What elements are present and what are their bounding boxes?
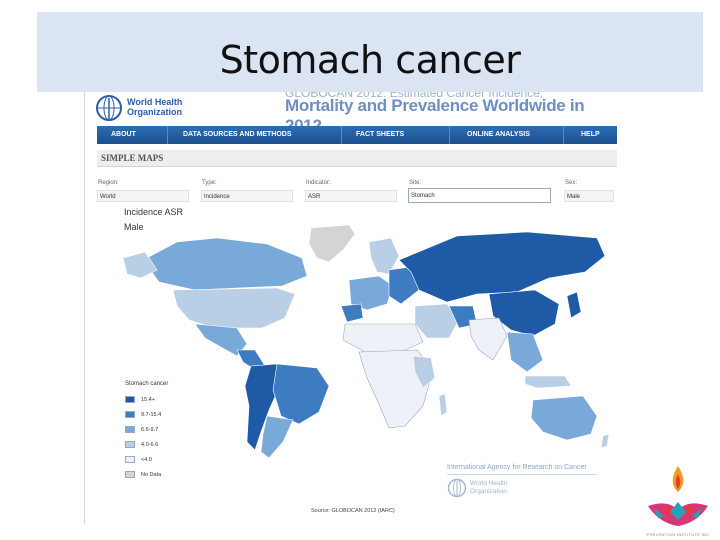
legend-item: 4.0-6.6 xyxy=(125,440,158,449)
section-header: SIMPLE MAPS xyxy=(97,150,617,167)
map-region-southeast-asia[interactable] xyxy=(506,331,544,373)
who-footer-line1: World Health xyxy=(470,480,508,487)
legend-item: 9.7-15.4 xyxy=(125,410,161,419)
legend-item: 15.4+ xyxy=(125,395,155,404)
brand-tagline: PREVENTION INSTITUTE INC xyxy=(646,532,710,537)
map-region-indonesia[interactable] xyxy=(524,375,572,389)
iarc-name: International Agency for Research on Can… xyxy=(447,464,587,471)
nav-divider xyxy=(563,126,564,144)
map-region-north-africa[interactable] xyxy=(342,323,424,353)
divider xyxy=(447,474,597,475)
indicator-label: Indicator: xyxy=(306,180,331,186)
who-name-line2: Organization xyxy=(127,107,183,117)
slide-title: Stomach cancer xyxy=(219,38,521,82)
region-label: Region: xyxy=(98,180,119,186)
legend-label: 9.7-15.4 xyxy=(141,411,162,418)
legend-item: No Data xyxy=(125,470,161,479)
legend-item: <4.0 xyxy=(125,455,152,464)
legend-swatch xyxy=(125,411,135,418)
nav-fact-sheets[interactable]: FACT SHEETS xyxy=(356,131,405,138)
type-label: Type: xyxy=(202,180,217,186)
map-region-canada[interactable] xyxy=(142,237,308,291)
nav-about[interactable]: ABOUT xyxy=(111,131,136,138)
world-choropleth-map xyxy=(122,224,610,459)
embedded-screenshot: World Health Organization GLOBOCAN 2012:… xyxy=(84,92,617,524)
nav-divider xyxy=(449,126,450,144)
legend-label: 6.6-9.7 xyxy=(141,426,159,433)
nav-divider xyxy=(167,126,168,144)
map-region-alaska[interactable] xyxy=(122,251,158,279)
nav-data-sources[interactable]: DATA SOURCES AND METHODS xyxy=(183,131,292,138)
who-org-name: World Health Organization xyxy=(127,97,182,117)
legend-swatch xyxy=(125,396,135,403)
map-region-south-asia[interactable] xyxy=(468,317,508,361)
region-select[interactable]: World xyxy=(97,190,189,202)
sex-label: Sex: xyxy=(565,180,578,186)
nav-divider xyxy=(341,126,342,144)
nav-online-analysis[interactable]: ONLINE ANALYSIS xyxy=(467,131,530,138)
who-emblem-icon xyxy=(447,478,467,498)
section-title: SIMPLE MAPS xyxy=(101,153,164,163)
legend-swatch xyxy=(125,456,135,463)
nav-help[interactable]: HELP xyxy=(581,131,600,138)
source-note: Source: GLOBOCAN 2012 (IARC) xyxy=(311,508,395,514)
map-region-east-africa[interactable] xyxy=(412,355,436,389)
indicator-select[interactable]: ASR xyxy=(305,190,397,202)
type-select[interactable]: Incidence xyxy=(201,190,293,202)
map-region-western-europe[interactable] xyxy=(348,275,394,311)
map-title: Incidence ASR xyxy=(124,207,184,217)
legend-label: 15.4+ xyxy=(141,396,155,403)
legend-title: Stomach cancer xyxy=(125,381,169,387)
who-emblem-icon xyxy=(96,95,122,121)
map-region-new-zealand[interactable] xyxy=(600,433,610,449)
map-region-southern-cone[interactable] xyxy=(260,415,294,459)
legend-item: 6.6-9.7 xyxy=(125,425,158,434)
map-subtitle: Male xyxy=(124,222,144,232)
map-region-madagascar[interactable] xyxy=(438,393,448,417)
map-region-scandinavia[interactable] xyxy=(368,237,400,275)
map-region-australia[interactable] xyxy=(530,395,598,441)
who-name-line1: World Health xyxy=(127,97,183,107)
site-label: Site: xyxy=(409,180,422,186)
map-region-iberia[interactable] xyxy=(340,303,364,323)
hero-subtitle: GLOBOCAN 2012: Estimated Cancer Incidenc… xyxy=(285,92,544,100)
title-band: Stomach cancer xyxy=(37,12,703,92)
sex-select[interactable]: Male xyxy=(564,190,614,202)
who-footer-line2: Organization xyxy=(470,488,507,495)
site-select[interactable]: Stomach xyxy=(408,188,551,203)
legend-label: 4.0-6.6 xyxy=(141,441,159,448)
lamp-logo-icon xyxy=(648,466,708,526)
legend-swatch xyxy=(125,441,135,448)
map-region-brazil[interactable] xyxy=(272,363,330,425)
legend-label: No Data xyxy=(141,471,162,478)
map-region-mexico[interactable] xyxy=(194,323,248,357)
map-region-greenland[interactable] xyxy=(308,224,356,263)
who-org-name-footer: World Health Organization xyxy=(470,480,507,496)
main-nav: ABOUT DATA SOURCES AND METHODS FACT SHEE… xyxy=(97,126,617,144)
legend-swatch xyxy=(125,426,135,433)
map-region-russia-central-asia[interactable] xyxy=(398,231,606,303)
map-region-usa[interactable] xyxy=(172,287,296,329)
legend-label: <4.0 xyxy=(141,456,152,463)
legend-swatch xyxy=(125,471,135,478)
